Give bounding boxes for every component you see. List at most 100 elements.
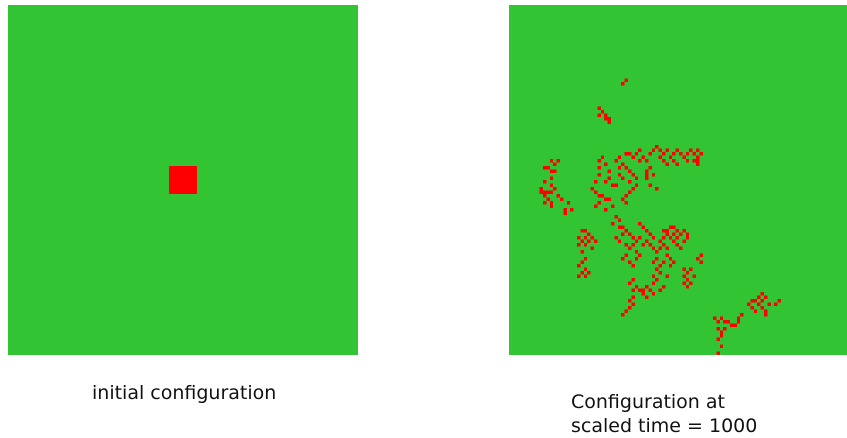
occupied-cell: [672, 232, 676, 236]
occupied-cell: [672, 225, 676, 229]
occupied-cell: [604, 197, 608, 201]
occupied-cell: [604, 180, 608, 184]
occupied-cell: [539, 190, 543, 194]
occupied-cell: [675, 236, 679, 240]
occupied-cell: [624, 309, 628, 313]
occupied-cell: [607, 120, 611, 124]
occupied-cell: [543, 166, 547, 170]
occupied-cell: [549, 169, 554, 173]
occupied-cell: [662, 152, 666, 156]
occupied-cell: [689, 148, 693, 152]
occupied-cell: [638, 159, 642, 163]
occupied-cell: [604, 162, 608, 166]
occupied-cell: [556, 159, 560, 163]
occupied-cell: [617, 155, 622, 159]
occupied-cell: [760, 292, 764, 296]
occupied-cell: [689, 281, 693, 285]
occupied-cell: [685, 285, 690, 289]
occupied-cell: [699, 260, 703, 264]
occupied-cell: [655, 145, 659, 149]
occupied-cell: [679, 152, 683, 156]
occupied-cell: [699, 253, 703, 257]
occupied-cell: [753, 299, 758, 303]
occupied-cell: [651, 292, 656, 296]
occupied-cell: [638, 288, 642, 292]
occupied-cell: [658, 288, 662, 292]
occupied-cell: [651, 148, 656, 152]
occupied-cell: [648, 232, 652, 236]
occupied-cell: [668, 225, 673, 229]
occupied-cell: [570, 208, 574, 212]
occupied-cell: [655, 267, 659, 271]
occupied-cell: [699, 152, 703, 156]
occupied-cell: [563, 211, 567, 215]
occupied-cell: [631, 243, 635, 247]
occupied-cell: [651, 246, 656, 250]
occupied-cell: [651, 274, 656, 278]
occupied-cell: [583, 243, 588, 247]
occupied-cell: [563, 208, 567, 212]
occupied-cell: [631, 302, 635, 306]
occupied-cell: [648, 166, 652, 170]
occupied-cell: [675, 162, 679, 166]
occupied-cell: [658, 148, 662, 152]
occupied-cell: [638, 222, 642, 226]
occupied-cell: [580, 271, 584, 275]
occupied-cell: [668, 264, 673, 268]
occupied-cell: [740, 313, 744, 317]
occupied-cell: [621, 225, 625, 229]
occupied-cell: [668, 155, 673, 159]
occupied-cell: [757, 295, 761, 299]
occupied-cell: [689, 267, 693, 271]
occupied-cell: [696, 257, 700, 261]
occupied-cell: [696, 159, 700, 163]
occupied-cell: [597, 159, 601, 163]
occupied-cell: [590, 187, 594, 191]
occupied-cell: [668, 257, 673, 261]
occupied-cell: [580, 239, 584, 243]
occupied-cell: [713, 316, 717, 320]
occupied-cell: [604, 117, 608, 121]
occupied-cell: [662, 243, 666, 247]
final-caption-line1: Configuration at: [571, 391, 725, 413]
occupied-cell: [767, 302, 771, 306]
occupied-cell: [655, 278, 659, 282]
occupied-cell: [614, 215, 618, 219]
occupied-cell: [624, 194, 628, 198]
occupied-cell: [719, 334, 724, 338]
occupied-cell: [549, 183, 554, 187]
occupied-cell: [682, 267, 686, 271]
occupied-cell: [631, 295, 635, 299]
occupied-cell: [662, 236, 666, 240]
occupied-cell: [634, 176, 639, 180]
occupied-cell: [757, 302, 761, 306]
occupied-cell: [685, 236, 690, 240]
occupied-cell: [594, 180, 598, 184]
occupied-cell: [672, 152, 676, 156]
occupied-cell: [597, 166, 601, 170]
occupied-cell: [696, 148, 700, 152]
occupied-cell: [614, 183, 618, 187]
occupied-cell: [634, 152, 639, 156]
occupied-cell: [597, 106, 601, 110]
occupied-cell: [628, 246, 632, 250]
occupied-cell: [628, 152, 632, 156]
initial-configuration-panel: [8, 5, 358, 355]
occupied-cell: [556, 194, 560, 198]
occupied-cell: [753, 309, 758, 313]
occupied-cell: [628, 306, 632, 310]
occupied-cell: [685, 278, 690, 282]
occupied-cell: [583, 257, 588, 261]
occupied-cell: [543, 190, 547, 194]
occupied-cell: [607, 176, 611, 180]
occupied-cell: [543, 194, 547, 198]
occupied-cell: [638, 253, 642, 257]
occupied-cell: [736, 316, 741, 320]
occupied-cell: [716, 327, 720, 331]
occupied-cell: [641, 243, 645, 247]
occupied-cell: [577, 243, 581, 247]
occupied-cell: [621, 313, 625, 317]
occupied-cell: [546, 197, 550, 201]
occupied-cell: [631, 173, 635, 177]
occupied-cell: [648, 288, 652, 292]
